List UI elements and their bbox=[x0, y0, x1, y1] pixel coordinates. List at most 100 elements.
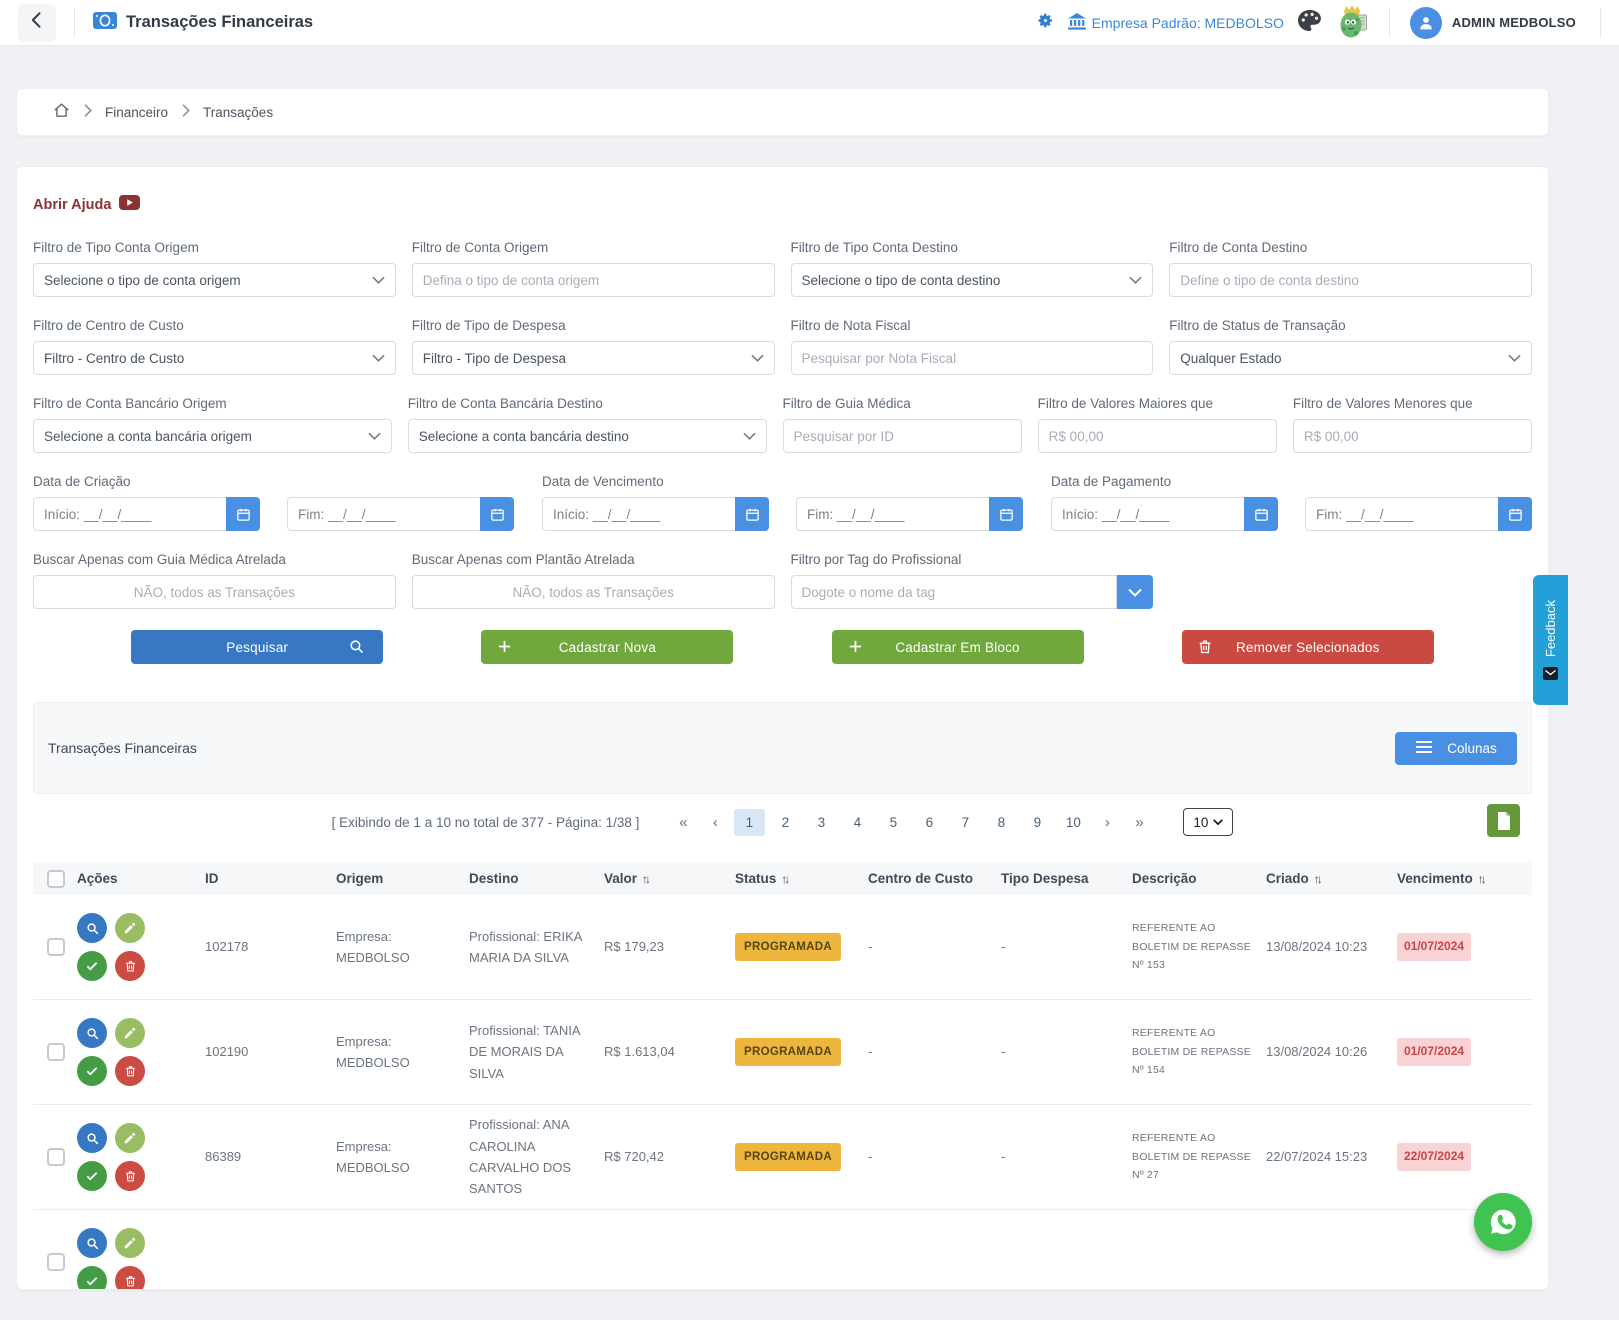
cadastrar-em-bloco-button[interactable]: Cadastrar Em Bloco bbox=[831, 630, 1084, 664]
first-page-button[interactable]: « bbox=[679, 813, 688, 831]
search-icon bbox=[348, 638, 365, 658]
page-button-9[interactable]: 9 bbox=[1033, 814, 1042, 830]
edit-button[interactable] bbox=[115, 1018, 145, 1048]
export-button[interactable] bbox=[1487, 804, 1520, 837]
confirm-button[interactable] bbox=[77, 1266, 107, 1289]
remover-selecionados-button[interactable]: Remover Selecionados bbox=[1181, 630, 1434, 664]
tipo-conta-destino-select[interactable]: Selecione o tipo de conta destino bbox=[790, 263, 1154, 297]
page-size-select[interactable]: 10 bbox=[1183, 808, 1234, 836]
confirm-button[interactable] bbox=[77, 1161, 107, 1191]
data-pagamento-inicio-input[interactable] bbox=[1051, 497, 1244, 531]
page-button-8[interactable]: 8 bbox=[997, 814, 1006, 830]
help-link[interactable]: Abrir Ajuda bbox=[33, 195, 141, 214]
page-button-6[interactable]: 6 bbox=[925, 814, 934, 830]
breadcrumb-item-financeiro[interactable]: Financeiro bbox=[105, 104, 169, 120]
page-title: Transações Financeiras bbox=[126, 13, 314, 31]
palette-icon[interactable] bbox=[1297, 9, 1321, 36]
last-page-button[interactable]: » bbox=[1135, 813, 1144, 831]
select-value: Selecione a conta bancária destino bbox=[418, 428, 629, 444]
col-status[interactable]: Status ↑↓ bbox=[735, 871, 868, 886]
row-checkbox[interactable] bbox=[47, 1148, 65, 1166]
page-button-4[interactable]: 4 bbox=[853, 814, 862, 830]
edit-button[interactable] bbox=[115, 1228, 145, 1258]
plantao-atrelada-input[interactable] bbox=[411, 575, 775, 609]
colunas-button[interactable]: Colunas bbox=[1395, 731, 1517, 765]
data-vencimento-inicio-input[interactable] bbox=[542, 497, 735, 531]
calendar-button[interactable] bbox=[226, 497, 260, 531]
chevron-right-icon bbox=[83, 104, 92, 120]
cadastrar-nova-button[interactable]: Cadastrar Nova bbox=[481, 630, 734, 664]
data-vencimento-fim-input[interactable] bbox=[796, 497, 989, 531]
data-criacao-fim-input[interactable] bbox=[287, 497, 480, 531]
guia-medica-input[interactable] bbox=[782, 419, 1022, 453]
calendar-button[interactable] bbox=[1498, 497, 1532, 531]
nota-fiscal-input[interactable] bbox=[790, 341, 1154, 375]
gear-icon[interactable] bbox=[1037, 12, 1054, 34]
cell-descricao: REFERENTE AO BOLETIM DE REPASSE Nº 154 bbox=[1132, 1026, 1251, 1077]
view-button[interactable] bbox=[77, 1123, 107, 1153]
valores-maiores-input[interactable] bbox=[1037, 419, 1277, 453]
home-icon[interactable] bbox=[53, 102, 70, 122]
chevron-right-icon bbox=[181, 104, 190, 120]
view-button[interactable] bbox=[77, 1018, 107, 1048]
page-button-2[interactable]: 2 bbox=[781, 814, 790, 830]
col-criado[interactable]: Criado ↑↓ bbox=[1266, 871, 1397, 886]
calendar-button[interactable] bbox=[1244, 497, 1278, 531]
row-checkbox[interactable] bbox=[47, 1253, 65, 1271]
breadcrumb-item-transacoes[interactable]: Transações bbox=[203, 104, 274, 120]
calendar-button[interactable] bbox=[735, 497, 769, 531]
delete-button[interactable] bbox=[115, 951, 145, 981]
mascot-image[interactable] bbox=[1335, 2, 1369, 43]
confirm-button[interactable] bbox=[77, 1056, 107, 1086]
pesquisar-button[interactable]: Pesquisar bbox=[131, 630, 384, 664]
tag-profissional-input[interactable] bbox=[790, 575, 1118, 609]
row-checkbox[interactable] bbox=[47, 1043, 65, 1061]
company-link[interactable]: Empresa Padrão: MEDBOLSO bbox=[1067, 12, 1284, 33]
col-vencimento[interactable]: Vencimento ↑↓ bbox=[1397, 871, 1532, 886]
view-button[interactable] bbox=[77, 1228, 107, 1258]
page-button-1[interactable]: 1 bbox=[733, 808, 765, 836]
row-checkbox[interactable] bbox=[47, 938, 65, 956]
data-pagamento-fim-input[interactable] bbox=[1305, 497, 1498, 531]
centro-custo-select[interactable]: Filtro - Centro de Custo bbox=[33, 341, 396, 375]
page-button-5[interactable]: 5 bbox=[889, 814, 898, 830]
data-criacao-inicio-input[interactable] bbox=[33, 497, 226, 531]
view-button[interactable] bbox=[77, 913, 107, 943]
tipo-despesa-select[interactable]: Filtro - Tipo de Despesa bbox=[411, 341, 775, 375]
chevron-down-icon bbox=[368, 432, 381, 440]
page-button-3[interactable]: 3 bbox=[817, 814, 826, 830]
edit-button[interactable] bbox=[115, 913, 145, 943]
cell-tipo-despesa: - bbox=[1001, 939, 1006, 955]
conta-origem-input[interactable] bbox=[411, 263, 775, 297]
tag-dropdown-button[interactable] bbox=[1117, 575, 1154, 609]
page-button-10[interactable]: 10 bbox=[1065, 814, 1081, 830]
conta-bancaria-origem-select[interactable]: Selecione a conta bancária origem bbox=[33, 419, 392, 453]
conta-bancaria-destino-select[interactable]: Selecione a conta bancária destino bbox=[407, 419, 767, 453]
page-button-7[interactable]: 7 bbox=[961, 814, 970, 830]
edit-button[interactable] bbox=[115, 1123, 145, 1153]
filter-label: Filtro de Tipo de Despesa bbox=[411, 318, 566, 333]
delete-button[interactable] bbox=[115, 1266, 145, 1289]
filter-label: Buscar Apenas com Guia Médica Atrelada bbox=[33, 552, 286, 567]
select-all-checkbox[interactable] bbox=[47, 869, 65, 888]
calendar-button[interactable] bbox=[480, 497, 514, 531]
divider bbox=[74, 7, 75, 38]
tipo-conta-origem-select[interactable]: Selecione o tipo de conta origem bbox=[33, 263, 396, 297]
status-transacao-select[interactable]: Qualquer Estado bbox=[1169, 341, 1532, 375]
prev-page-button[interactable]: ‹ bbox=[712, 813, 718, 831]
cell-destino: Profissional: TANIA DE MORAIS DA SILVA bbox=[469, 1022, 580, 1081]
confirm-button[interactable] bbox=[77, 951, 107, 981]
whatsapp-button[interactable] bbox=[1474, 1193, 1532, 1251]
calendar-button[interactable] bbox=[989, 497, 1023, 531]
cadastrar-em-bloco-label: Cadastrar Em Bloco bbox=[895, 639, 1020, 655]
next-page-button[interactable]: › bbox=[1104, 813, 1110, 831]
conta-destino-input[interactable] bbox=[1169, 263, 1532, 297]
back-button[interactable] bbox=[18, 3, 56, 42]
delete-button[interactable] bbox=[115, 1056, 145, 1086]
feedback-tab[interactable]: Feedback bbox=[1533, 575, 1568, 705]
valores-menores-input[interactable] bbox=[1292, 419, 1533, 453]
delete-button[interactable] bbox=[115, 1161, 145, 1191]
guia-atrelada-input[interactable] bbox=[33, 575, 396, 609]
col-valor[interactable]: Valor ↑↓ bbox=[604, 871, 735, 886]
user-menu[interactable]: ADMIN MEDBOLSO bbox=[1409, 6, 1576, 39]
